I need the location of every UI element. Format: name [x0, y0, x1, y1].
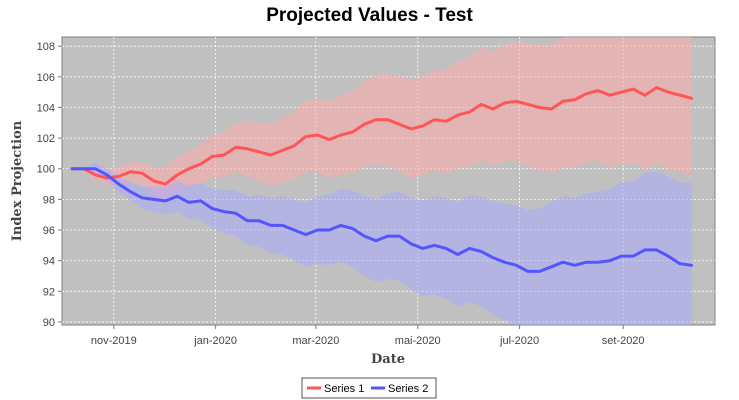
x-tick-label: jan-2020	[193, 335, 237, 347]
y-axis-ticks: 90 92 94 96 98 100 102 104 106 108	[37, 41, 62, 329]
y-tick-label: 108	[37, 41, 55, 53]
y-tick-label: 102	[37, 133, 55, 145]
chart-title: Projected Values - Test	[266, 5, 473, 26]
y-tick-label: 92	[43, 286, 55, 298]
x-axis-label: Date	[371, 352, 405, 367]
x-tick-label: jul-2020	[499, 335, 539, 347]
line-series-1	[70, 86, 694, 186]
x-tick-label: mai-2020	[395, 335, 441, 347]
series-lines	[70, 86, 694, 273]
band-series-2	[72, 162, 692, 325]
line-series-2	[70, 167, 694, 273]
y-tick-label: 106	[37, 72, 55, 84]
y-tick-label: 100	[37, 164, 55, 176]
y-tick-label: 90	[43, 317, 55, 329]
y-axis-label: Index Projection	[10, 120, 25, 241]
x-tick-label: mar-2020	[292, 335, 339, 347]
legend-box	[301, 377, 437, 399]
legend-label-series-2: Series 2	[388, 383, 428, 395]
legend-label-series-1: Series 1	[324, 383, 364, 395]
y-tick-label: 104	[37, 102, 55, 114]
y-tick-label: 98	[43, 194, 55, 206]
y-tick-label: 94	[43, 256, 55, 268]
x-tick-label: nov-2019	[91, 335, 137, 347]
x-axis-ticks: nov-2019 jan-2020 mar-2020 mai-2020 jul-2020…	[91, 325, 645, 347]
y-tick-label: 96	[43, 225, 55, 237]
x-tick-label: set-2020	[602, 335, 645, 347]
legend: Series 1 Series 2	[301, 377, 437, 399]
